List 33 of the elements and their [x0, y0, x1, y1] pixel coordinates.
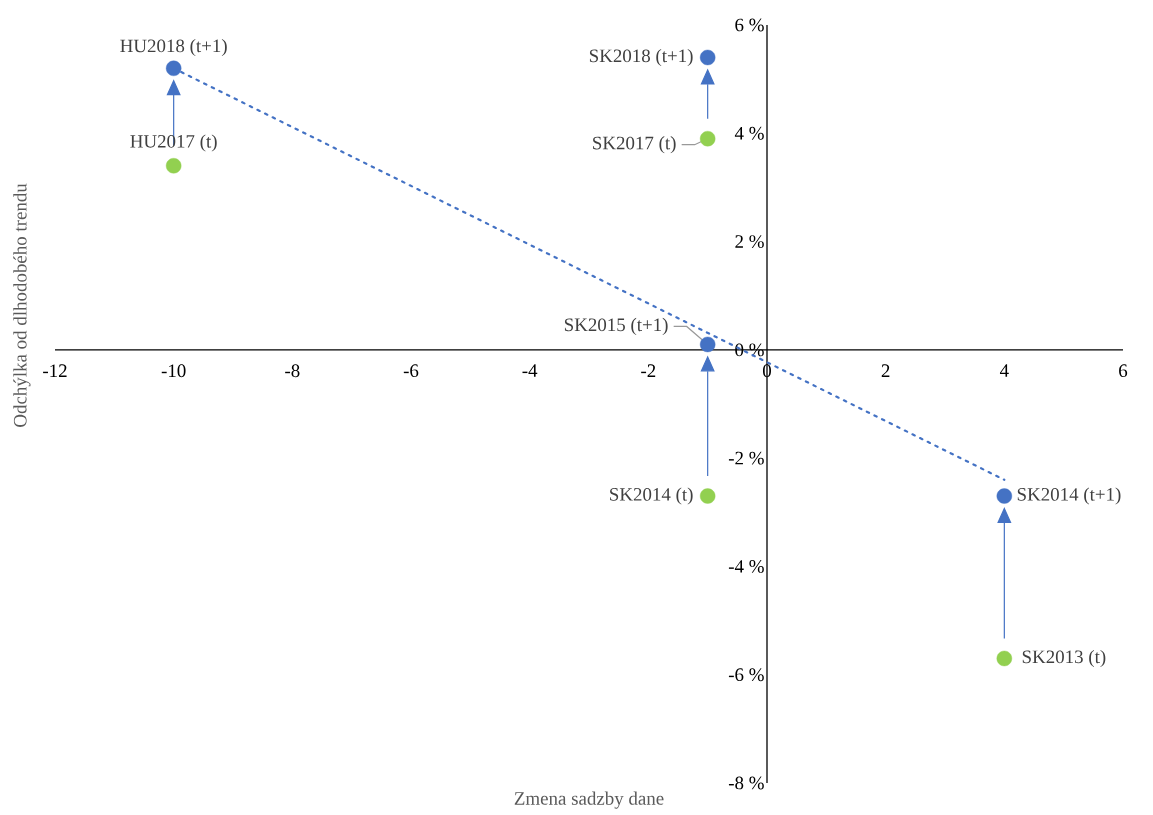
point [699, 488, 716, 504]
annotation: SK2014 (t) [610, 487, 693, 505]
y-tick-label: 4 % [734, 126, 764, 140]
annotation: SK2018 (t+1) [589, 48, 693, 67]
point [699, 131, 716, 147]
y-axis-title: Odchýlka od dlhodobého trendu [13, 183, 31, 427]
annotation: SK2013 (t) [1022, 649, 1106, 668]
point [165, 158, 182, 174]
y-tick-label: 6 % [735, 18, 764, 32]
point [165, 60, 182, 77]
annotation: SK2015 (t+1) [564, 317, 668, 336]
point [996, 650, 1013, 667]
y-tick-label: -8 % [728, 776, 764, 790]
annotation: SK2014 (t+1) [1017, 487, 1121, 505]
x-tick-label: -12 [43, 364, 67, 377]
y-tick-label: -6 % [728, 668, 764, 682]
annotation: SK2017 (t) [593, 136, 676, 154]
x-tick-label: -4 [522, 364, 538, 377]
y-tick-label: 2 % [735, 235, 764, 248]
x-tick-label: -2 [641, 364, 656, 377]
annotation: HU2018 (t+1) [120, 38, 227, 57]
y-tick-label: -2 % [728, 451, 764, 465]
point [699, 336, 716, 353]
x-tick-label: -6 [403, 364, 419, 378]
x-tick-label: 4 [999, 364, 1009, 377]
x-tick-label: -8 [285, 364, 300, 378]
x-tick-label: 6 [1119, 364, 1128, 378]
y-tick-label: -4 % [728, 560, 764, 573]
x-tick-label: -10 [161, 364, 186, 378]
point [699, 49, 716, 66]
point [996, 488, 1013, 504]
x-tick-label: 2 [881, 364, 890, 377]
x-axis-title: Zmena sadzby dane [514, 791, 664, 809]
